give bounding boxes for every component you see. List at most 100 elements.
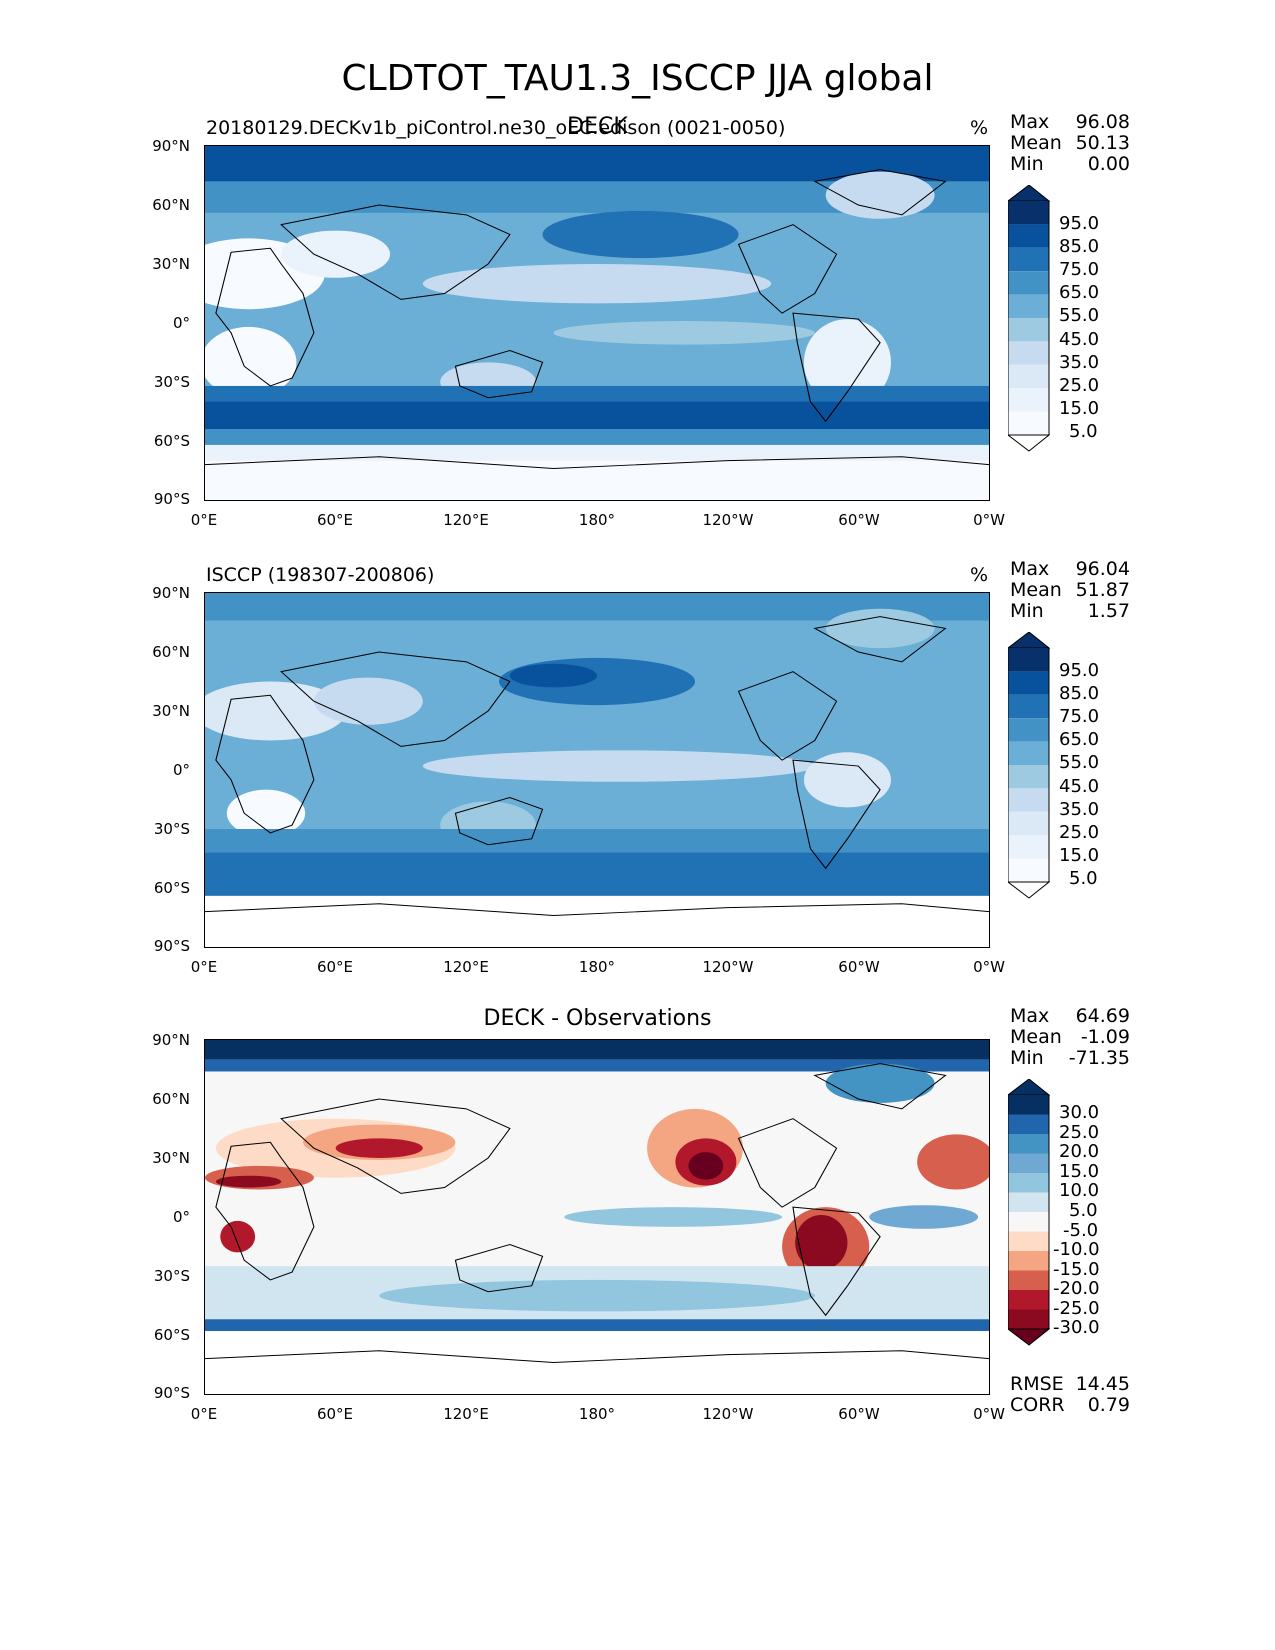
panel-2-colorbar — [1008, 632, 1050, 914]
panel-2-lat-tick-0: 90°N — [152, 584, 190, 602]
panel-2-lon-tick-4: 120°W — [702, 958, 754, 976]
panel-1-cb-label-1: 85.0 — [1059, 236, 1100, 257]
panel-3-stat-max-value: 64.69 — [1075, 1005, 1130, 1027]
panel-1-lat-tick-5: 60°S — [153, 432, 190, 450]
panel-2-units: % — [970, 564, 989, 586]
panel-2-stat-max-label: Max — [1010, 558, 1050, 580]
panel-3-lat-tick-5: 60°S — [153, 1326, 190, 1344]
panel-2-stat-min-label: Min — [1010, 600, 1044, 622]
panel-1-lon-tick-4: 120°W — [702, 511, 754, 529]
panel-2-cb-label-0: 95.0 — [1059, 660, 1100, 681]
panel-2-lon-tick-3: 180° — [578, 958, 616, 976]
panel-2-lat-tick-5: 60°S — [153, 879, 190, 897]
panel-3-cb-label-1: 25.0 — [1059, 1122, 1100, 1143]
panel-2-stat-mean-value: 51.87 — [1075, 579, 1130, 601]
panel-1-colorbar — [1008, 185, 1050, 467]
panel-1-colorbar-svg — [1008, 185, 1050, 452]
panel-3-rmse-label: RMSE — [1010, 1373, 1064, 1395]
panel-2-lat-tick-4: 30°S — [153, 820, 190, 838]
panel-3-stat-min-label: Min — [1010, 1047, 1044, 1069]
panel-1-title: DECK — [567, 114, 628, 139]
panel-2-cb-label-5: 45.0 — [1059, 776, 1100, 797]
panel-1-lon-tick-0: 0°E — [190, 511, 218, 529]
panel-1-cb-label-8: 15.0 — [1059, 398, 1100, 419]
panel-3-cb-label-0: 30.0 — [1059, 1102, 1100, 1123]
panel-2-lat-tick-1: 60°N — [152, 643, 190, 661]
panel-1-stat-min-label: Min — [1010, 153, 1044, 175]
panel-3-corr-value: 0.79 — [1087, 1394, 1130, 1416]
panel-2-cb-label-2: 75.0 — [1059, 706, 1100, 727]
panel-2-colorbar-svg — [1008, 632, 1050, 899]
panel-3-cb-label-7: -10.0 — [1053, 1239, 1100, 1260]
panel-2-lon-tick-2: 120°E — [443, 958, 489, 976]
panel-3-cb-label-8: -15.0 — [1053, 1259, 1100, 1280]
panel-1-cb-label-9: 5.0 — [1069, 421, 1098, 442]
panel-2-cb-label-3: 65.0 — [1059, 729, 1100, 750]
panel-3-stat-mean-value: -1.09 — [1080, 1026, 1130, 1048]
panel-1-stat-min-value: 0.00 — [1087, 153, 1130, 175]
panel-3-map — [204, 1039, 990, 1395]
panel-2-lon-tick-0: 0°E — [190, 958, 218, 976]
panel-2-cb-label-7: 25.0 — [1059, 822, 1100, 843]
figure-title: CLDTOT_TAU1.3_ISCCP JJA global — [341, 58, 934, 99]
panel-1-lon-tick-2: 120°E — [443, 511, 489, 529]
panel-2-lon-tick-5: 60°W — [838, 958, 880, 976]
panel-3-stat-max-label: Max — [1010, 1005, 1050, 1027]
panel-1-stat-mean-label: Mean — [1010, 132, 1062, 154]
panel-1-stat-max-label: Max — [1010, 111, 1050, 133]
panel-3-lon-tick-5: 60°W — [838, 1405, 880, 1423]
panel-3-cb-label-6: -5.0 — [1063, 1220, 1099, 1241]
panel-3-cb-label-2: 20.0 — [1059, 1141, 1100, 1162]
panel-1-lat-tick-6: 90°S — [153, 490, 190, 508]
panel-1-lat-tick-3: 0° — [172, 314, 190, 332]
panel-3-corr-label: CORR — [1010, 1394, 1065, 1416]
panel-2-cb-label-9: 5.0 — [1069, 868, 1098, 889]
panel-1-cb-label-4: 55.0 — [1059, 305, 1100, 326]
panel-3-cb-label-9: -20.0 — [1053, 1278, 1100, 1299]
panel-2-lat-tick-6: 90°S — [153, 937, 190, 955]
panel-3-lat-tick-0: 90°N — [152, 1031, 190, 1049]
panel-1-cb-label-2: 75.0 — [1059, 259, 1100, 280]
panel-1-units: % — [970, 117, 989, 139]
panel-3-lon-tick-6: 0°W — [973, 1405, 1005, 1423]
panel-3-cb-label-4: 10.0 — [1059, 1180, 1100, 1201]
panel-1-lon-tick-1: 60°E — [316, 511, 354, 529]
panel-3-lat-tick-2: 30°N — [152, 1149, 190, 1167]
panel-2-stat-min-value: 1.57 — [1087, 600, 1130, 622]
panel-2-cb-label-6: 35.0 — [1059, 799, 1100, 820]
panel-1-lat-tick-1: 60°N — [152, 196, 190, 214]
panel-1-cb-label-6: 35.0 — [1059, 352, 1100, 373]
panel-3-cb-label-10: -25.0 — [1053, 1298, 1100, 1319]
panel-3-stat-min-value: -71.35 — [1068, 1047, 1130, 1069]
panel-3-rmse-value: 14.45 — [1075, 1373, 1130, 1395]
panel-3-title: DECK - Observations — [483, 1006, 712, 1031]
panel-3-lat-tick-3: 0° — [172, 1208, 190, 1226]
panel-3-colorbar — [1008, 1079, 1050, 1361]
panel-2-cb-label-1: 85.0 — [1059, 683, 1100, 704]
panel-3-colorbar-svg — [1008, 1079, 1050, 1346]
panel-1-stat-max-value: 96.08 — [1075, 111, 1130, 133]
panel-2-stat-max-value: 96.04 — [1075, 558, 1130, 580]
panel-3-stat-mean-label: Mean — [1010, 1026, 1062, 1048]
panel-2-map-field — [205, 593, 989, 947]
panel-2-run-label: ISCCP (198307-200806) — [206, 564, 435, 586]
panel-3-lat-tick-6: 90°S — [153, 1384, 190, 1402]
panel-1-lat-tick-0: 90°N — [152, 137, 190, 155]
panel-3-lon-tick-1: 60°E — [316, 1405, 354, 1423]
panel-1-cb-label-0: 95.0 — [1059, 213, 1100, 234]
panel-3-cb-label-3: 15.0 — [1059, 1161, 1100, 1182]
panel-2-lon-tick-6: 0°W — [973, 958, 1005, 976]
panel-3-lon-tick-2: 120°E — [443, 1405, 489, 1423]
panel-1-cb-label-3: 65.0 — [1059, 282, 1100, 303]
panel-2-cb-label-4: 55.0 — [1059, 752, 1100, 773]
panel-3-lon-tick-0: 0°E — [190, 1405, 218, 1423]
panel-2-cb-label-8: 15.0 — [1059, 845, 1100, 866]
panel-1-lat-tick-2: 30°N — [152, 255, 190, 273]
panel-1-map-field — [205, 146, 989, 500]
panel-2-map — [204, 592, 990, 948]
panel-1-lat-tick-4: 30°S — [153, 373, 190, 391]
panel-3-lat-tick-1: 60°N — [152, 1090, 190, 1108]
panel-1-lon-tick-3: 180° — [578, 511, 616, 529]
panel-2-stat-mean-label: Mean — [1010, 579, 1062, 601]
panel-3-lon-tick-4: 120°W — [702, 1405, 754, 1423]
